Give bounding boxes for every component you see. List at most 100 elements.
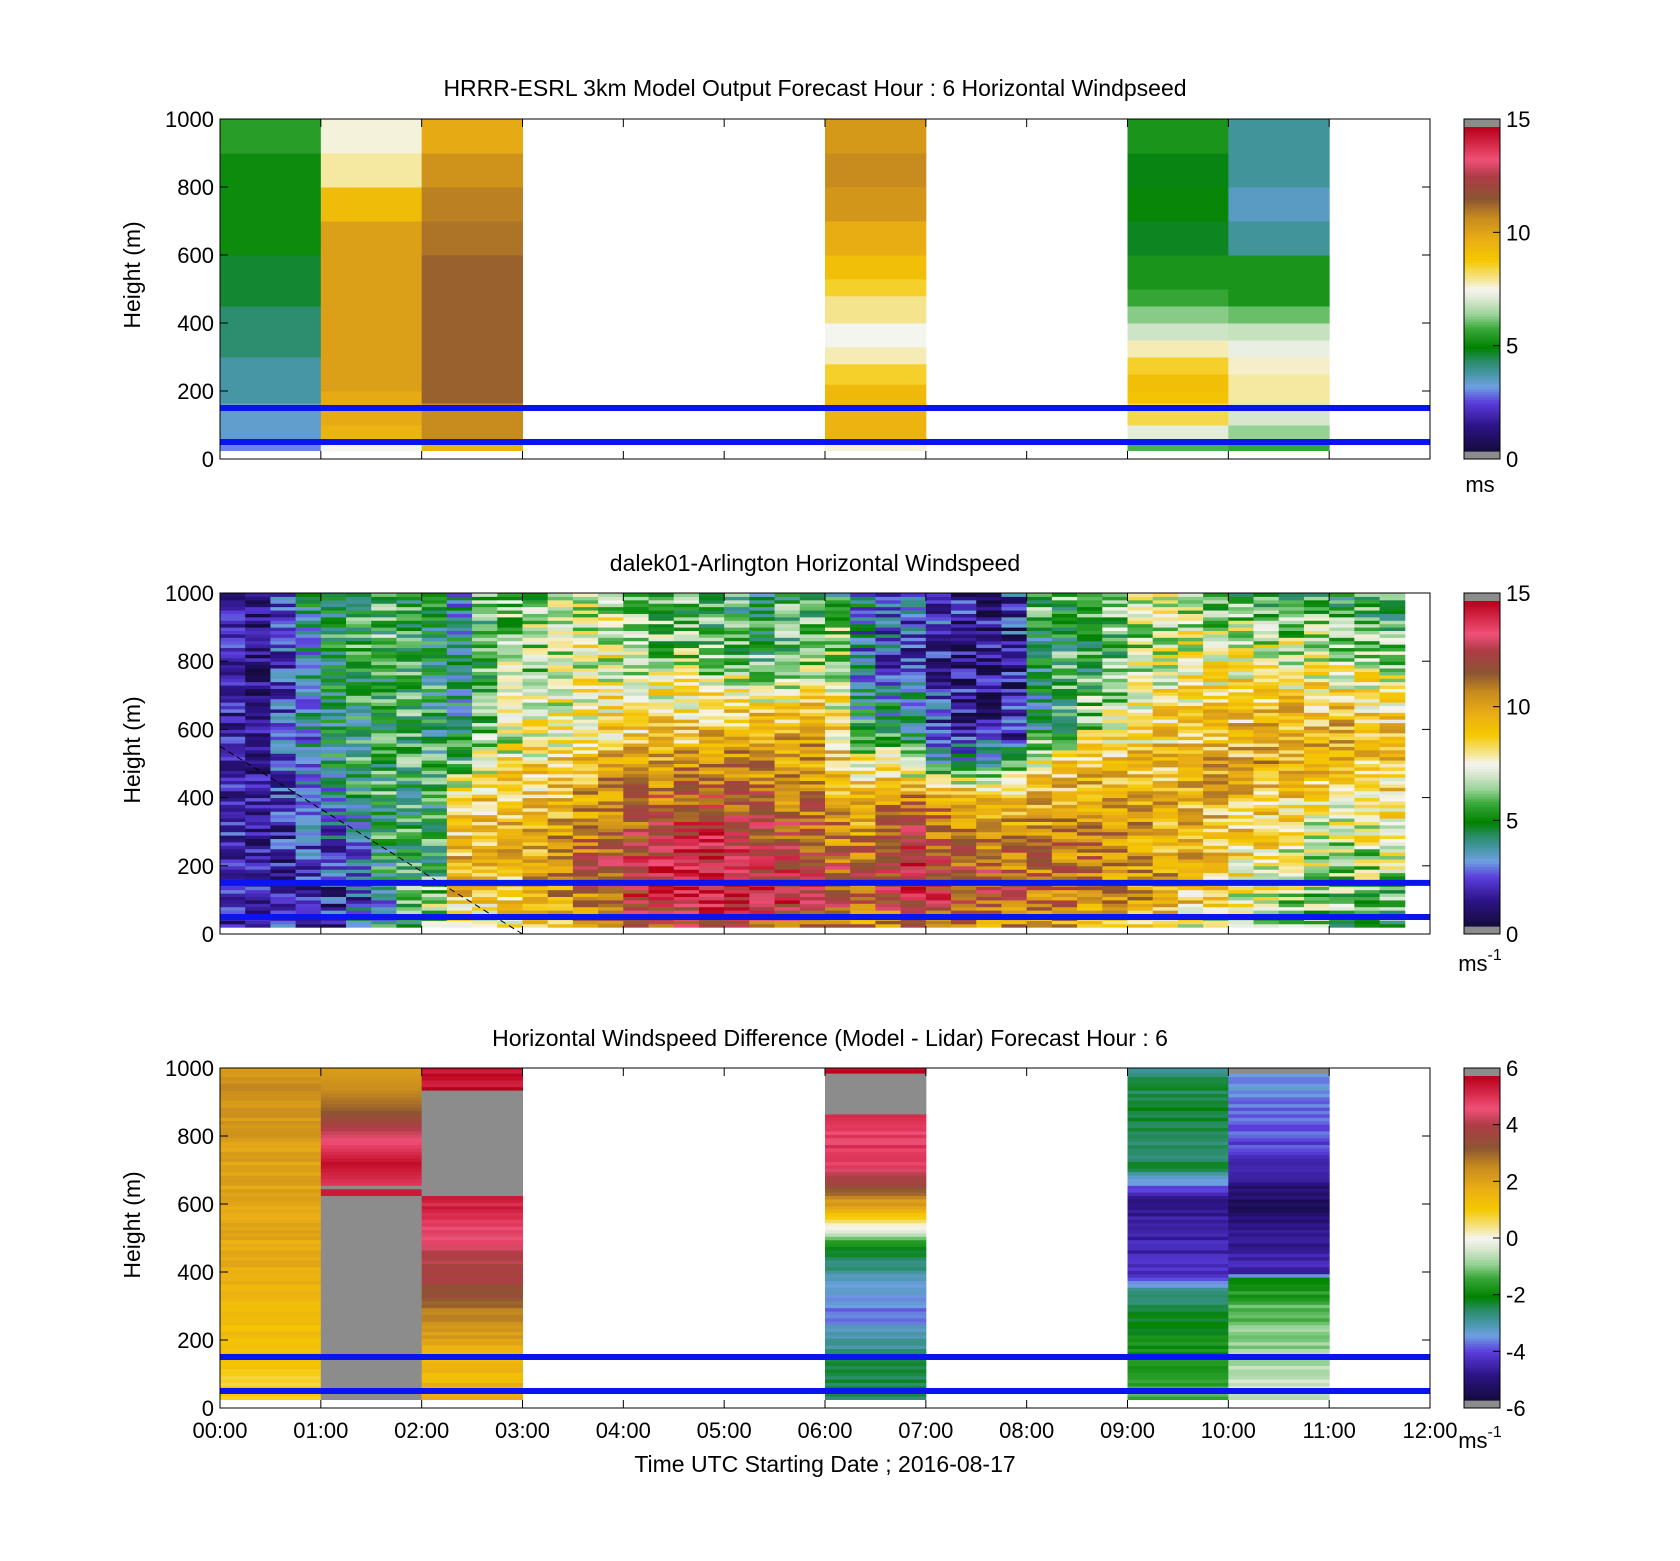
lidar-cell [1329, 705, 1355, 710]
lidar-cell [220, 906, 246, 911]
lidar-cell [1177, 678, 1204, 683]
lidar-cell [1026, 712, 1053, 717]
lidar-cell [371, 616, 397, 621]
lidar-cell [1228, 616, 1255, 621]
lidar-cell [421, 770, 448, 775]
lidar-cell [1379, 923, 1406, 928]
lidar-cell [1228, 855, 1255, 860]
lidar-cell [774, 824, 801, 829]
lidar-cell [1303, 831, 1330, 836]
lidar-cell [1102, 797, 1128, 802]
lidar-cell [774, 657, 801, 662]
lidar-cell [1051, 593, 1078, 597]
lidar-cell [421, 719, 448, 724]
lidar-cell [648, 627, 675, 632]
lidar-cell [295, 845, 322, 850]
lidar-cell [951, 644, 977, 649]
lidar-cell [1152, 753, 1179, 758]
lidar-cell [875, 698, 902, 703]
lidar-cell [220, 702, 246, 707]
lidar-cell [245, 596, 271, 601]
lidar-cell [673, 678, 700, 683]
lidar-cell [1152, 695, 1179, 700]
lidar-cell [875, 603, 902, 608]
lidar-cell [673, 695, 700, 700]
lidar-cell [1379, 743, 1406, 747]
lidar-cell [1379, 865, 1406, 870]
lidar-cell [1278, 780, 1305, 785]
lidar-cell [1051, 777, 1078, 782]
lidar-cell [1152, 855, 1179, 860]
lidar-cell [547, 886, 574, 891]
lidar-cell [270, 858, 297, 863]
lidar-cell [421, 896, 448, 901]
lidar-cell [1228, 899, 1255, 904]
lidar-cell [1152, 807, 1179, 812]
lidar-cell [598, 923, 624, 928]
lidar-cell [1177, 766, 1204, 771]
lidar-cell [1077, 722, 1103, 727]
lidar-cell [1354, 753, 1381, 758]
lidar-cell [875, 725, 902, 730]
lidar-cell [547, 739, 574, 744]
lidar-cell [371, 739, 397, 744]
lidar-cell [547, 790, 574, 795]
lidar-cell [346, 852, 372, 857]
lidar-cell [1102, 773, 1128, 778]
lidar-cell [749, 828, 776, 833]
lidar-cell [900, 756, 927, 761]
lidar-cell [1177, 702, 1204, 707]
lidar-cell [925, 661, 952, 666]
lidar-cell [320, 910, 347, 915]
lidar-cell [951, 855, 977, 860]
lidar-cell [951, 623, 977, 628]
lidar-cell [446, 722, 473, 727]
lidar-cell [295, 712, 322, 717]
lidar-cell [346, 664, 372, 669]
lidar-cell [1051, 862, 1078, 867]
lidar-cell [270, 753, 297, 758]
model-cell [421, 153, 523, 188]
lidar-cell [522, 906, 549, 911]
lidar-cell [1278, 732, 1305, 737]
lidar-cell [522, 920, 549, 925]
lidar-cell [472, 753, 498, 758]
lidar-cell [1077, 736, 1103, 741]
lidar-cell [1001, 787, 1028, 792]
model-cell [421, 255, 523, 404]
lidar-cell [1228, 893, 1255, 897]
lidar-cell [295, 797, 322, 802]
lidar-cell [1329, 749, 1355, 754]
colorbar-swatch [1464, 440, 1500, 444]
lidar-cell [1228, 780, 1255, 785]
lidar-cell [270, 811, 297, 816]
lidar-cell [1026, 831, 1053, 836]
colorbar-swatch [1464, 137, 1500, 142]
lidar-cell [1051, 876, 1078, 880]
lidar-cell [572, 906, 599, 911]
lidar-cell [472, 610, 498, 614]
lidar-cell [270, 661, 297, 666]
lidar-cell [1303, 729, 1330, 734]
lidar-cell [976, 794, 1002, 799]
lidar-cell [1303, 674, 1330, 679]
lidar-cell [623, 620, 650, 625]
lidar-cell [245, 838, 271, 843]
lidar-cell [698, 678, 725, 683]
lidar-cell [799, 831, 826, 836]
lidar-cell [320, 906, 347, 911]
lidar-cell [673, 630, 700, 635]
lidar-cell [1253, 623, 1280, 628]
lidar-cell [850, 640, 876, 645]
colorbar-swatch [1464, 434, 1500, 439]
lidar-cell [1379, 695, 1406, 700]
lidar-cell [421, 910, 448, 915]
lidar-cell [1278, 599, 1305, 604]
lidar-cell [698, 760, 725, 764]
lidar-cell [850, 801, 876, 805]
lidar-cell [320, 702, 347, 707]
lidar-cell [1127, 770, 1154, 775]
colorbar-swatch [1464, 197, 1500, 201]
lidar-cell [1253, 756, 1280, 761]
lidar-cell [522, 671, 549, 676]
